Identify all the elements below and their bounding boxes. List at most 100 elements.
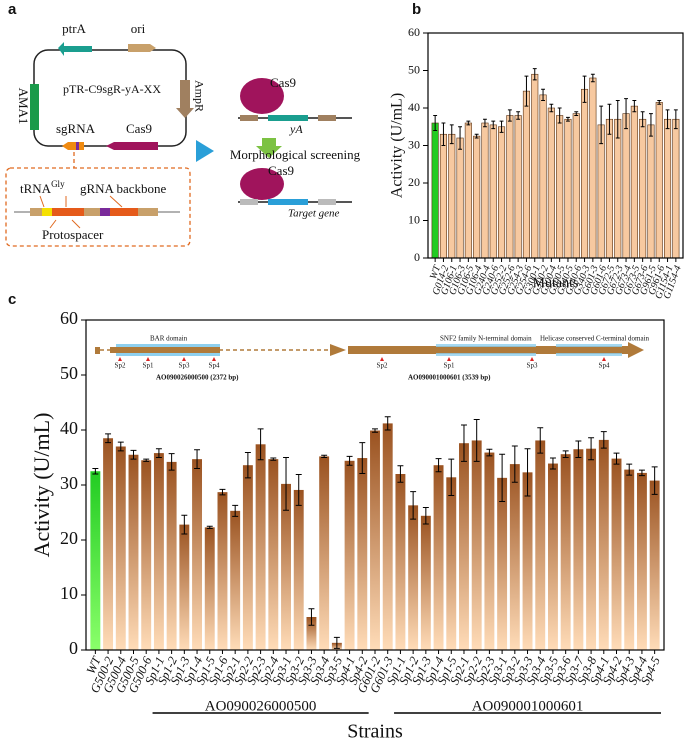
bar	[179, 524, 190, 650]
error-bar	[566, 116, 570, 122]
error-bar	[615, 100, 620, 139]
label: Sp3	[527, 362, 538, 370]
bar	[506, 115, 514, 259]
label: pTR-C9sgR-yA-XX	[63, 82, 161, 96]
bar	[370, 430, 380, 650]
bar	[589, 77, 597, 259]
error-bar	[562, 450, 569, 458]
error-bar	[410, 491, 417, 520]
error-bar	[607, 103, 612, 135]
bar	[431, 122, 439, 259]
y-tick-label: 50	[60, 363, 78, 383]
bar	[473, 135, 481, 259]
x-tick-label: WT	[428, 263, 444, 281]
error-bar	[549, 103, 554, 113]
error-bar	[194, 449, 201, 469]
panel-label: b	[412, 1, 421, 18]
error-bar	[206, 525, 213, 529]
bar	[306, 617, 317, 650]
bar	[141, 460, 152, 650]
error-bar	[651, 466, 658, 495]
bar	[471, 440, 482, 650]
error-bar	[130, 449, 137, 460]
error-bar	[588, 437, 595, 461]
error-bar	[117, 441, 124, 452]
y-tick-label: 30	[408, 137, 420, 151]
label: Sp2	[115, 362, 126, 370]
panel-label: c	[8, 291, 16, 308]
bar	[639, 118, 647, 259]
label: Sp3	[179, 362, 190, 370]
label: sgRNA	[56, 121, 96, 136]
bar	[509, 464, 520, 650]
bar	[293, 489, 304, 650]
error-bar	[499, 453, 506, 502]
error-bar	[541, 88, 545, 101]
label: gRNA backbone	[80, 181, 167, 196]
bar	[448, 133, 456, 259]
error-bar	[181, 514, 188, 535]
y-tick-label: 0	[69, 638, 78, 658]
error-bar	[557, 107, 562, 124]
bar	[439, 133, 447, 259]
bar	[166, 461, 177, 650]
bar	[624, 469, 635, 650]
label: Helicase conserved C-terminal domain	[540, 335, 650, 343]
bar	[535, 440, 546, 650]
label: Sp4	[209, 362, 220, 370]
error-bar	[473, 419, 480, 462]
error-bar	[638, 469, 645, 477]
error-bar	[397, 465, 404, 483]
error-bar	[155, 448, 162, 458]
label: ptrA	[62, 21, 86, 36]
error-bar	[257, 428, 264, 461]
bar	[103, 438, 114, 650]
error-bar	[105, 433, 112, 444]
label: Sp1	[444, 362, 455, 370]
error-bar	[219, 488, 226, 496]
label: Cas9	[268, 163, 294, 178]
bar	[560, 454, 571, 650]
bar	[547, 463, 558, 650]
label: BAR domain	[150, 335, 188, 343]
bar	[514, 115, 522, 259]
error-bar	[507, 109, 512, 122]
error-bar	[244, 452, 251, 479]
bar	[319, 456, 330, 650]
error-bar	[168, 453, 175, 471]
error-bar	[532, 68, 537, 81]
error-bar	[537, 427, 544, 454]
error-bar	[422, 507, 429, 525]
label: Gly	[51, 179, 65, 189]
y-tick-label: 20	[408, 175, 420, 189]
y-axis-label: Activity (U/mL)	[29, 413, 54, 558]
bar	[357, 458, 368, 650]
bar	[622, 113, 630, 259]
bar	[572, 113, 580, 259]
group-label: AO090001000601	[472, 698, 584, 714]
plot-frame	[85, 319, 665, 651]
bar	[217, 492, 228, 650]
bar	[614, 118, 622, 259]
bar	[597, 124, 605, 259]
label: Morphological screening	[230, 147, 361, 162]
bar	[90, 471, 101, 650]
bar	[586, 448, 597, 650]
bar	[611, 458, 622, 650]
x-axis-label: Strains	[347, 721, 403, 740]
bar	[242, 465, 253, 650]
error-bar	[613, 452, 620, 465]
bar	[581, 88, 589, 259]
error-bar	[441, 122, 446, 146]
x-axis-label: Mutants	[533, 276, 579, 291]
bar	[192, 459, 203, 650]
bar	[128, 454, 139, 650]
bar	[395, 474, 406, 650]
label: Cas9	[270, 75, 296, 90]
bar	[382, 423, 393, 650]
bar	[255, 444, 266, 650]
bar	[464, 122, 472, 259]
error-bar	[657, 100, 662, 105]
error-bar	[372, 428, 378, 433]
